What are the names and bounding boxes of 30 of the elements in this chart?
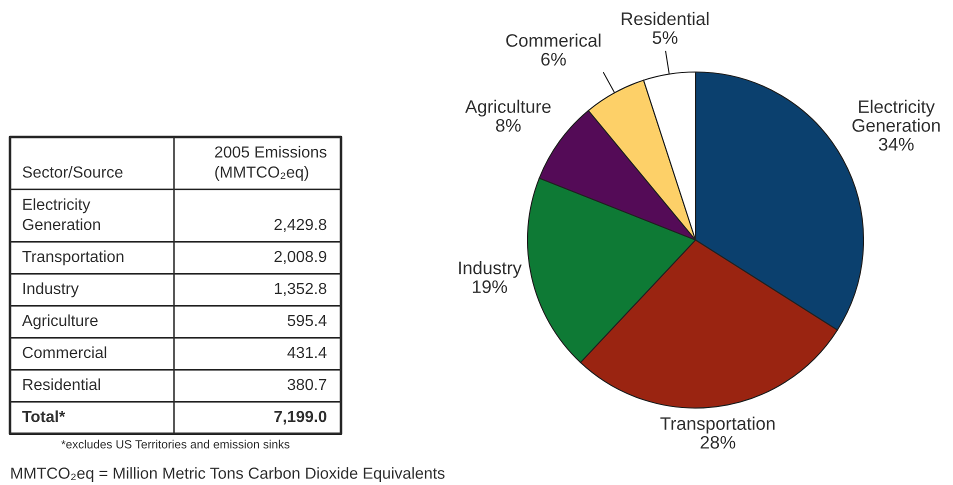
slice-label: Commerical: [506, 34, 600, 47]
data-label: 6%: [541, 52, 566, 66]
data-label: 28%: [700, 436, 736, 449]
category-label: Transportation: [22, 250, 124, 266]
data-label: 431.4: [287, 346, 327, 358]
category-label: Residential: [23, 378, 100, 390]
data-label: 380.7: [288, 378, 326, 390]
data-label: 5%: [652, 31, 678, 44]
text: MMTCO₂eq = Million Metric Tons Carbon Dioxide Equivalents: [11, 467, 445, 482]
data-label: 595.4: [288, 314, 327, 326]
slice-label: Transportation: [660, 416, 775, 434]
data-label: 7,199.0: [274, 410, 326, 424]
slice-label: Agriculture: [465, 100, 551, 117]
slice-label: Residential: [622, 12, 708, 26]
data-label: 8%: [496, 118, 521, 132]
category-label: Commercial: [22, 346, 106, 358]
text: 2005 Emissions (MMTCO₂eq): [215, 146, 326, 181]
slice-label: Industry: [459, 261, 522, 278]
data-label: 2,429.8: [274, 218, 326, 232]
data-label: 19%: [472, 280, 508, 294]
category-label: Total*: [22, 410, 66, 422]
category-label: Electricity Generation: [22, 198, 100, 230]
category-label: Industry: [23, 282, 79, 298]
text: Sector/Source: [22, 166, 122, 178]
data-label: 1,352.8: [274, 282, 326, 296]
category-label: Agriculture: [22, 314, 98, 330]
slice-label: Electricity Generation: [852, 100, 940, 132]
data-label: 2,008.9: [274, 250, 326, 264]
text: *excludes US Territories and emission sinks: [61, 440, 290, 448]
data-label: 34%: [878, 138, 914, 151]
